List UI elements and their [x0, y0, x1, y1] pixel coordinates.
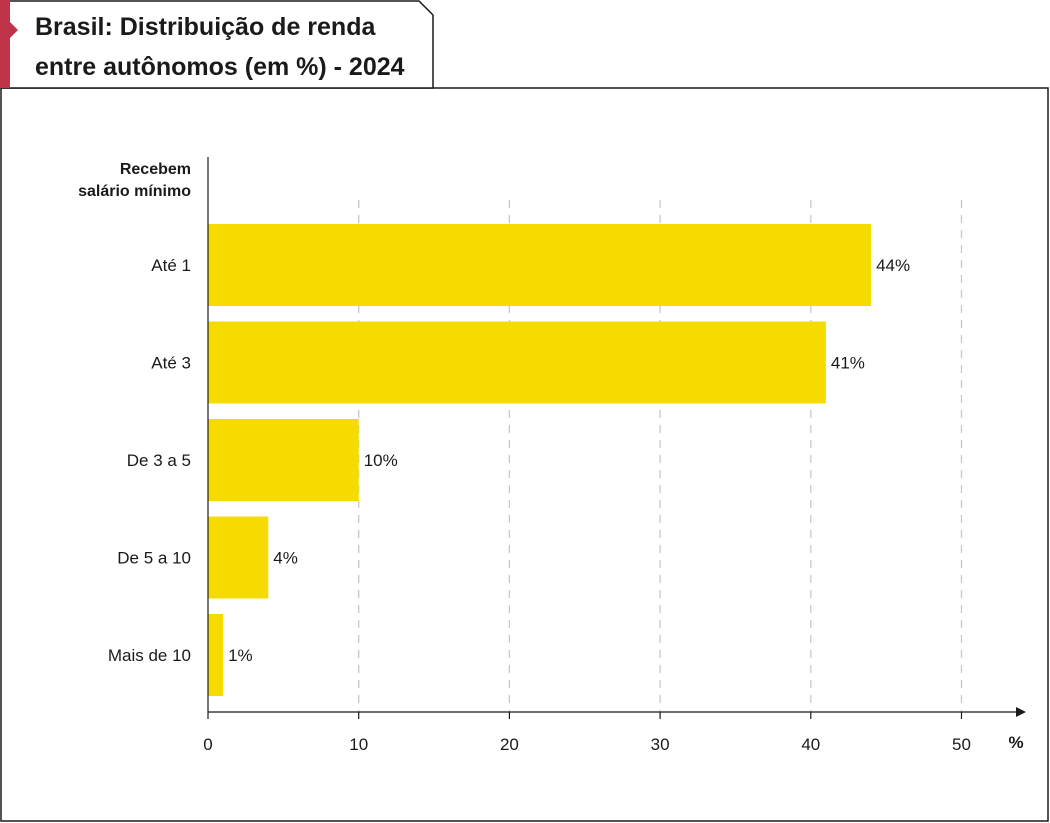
category-label: Até 1 — [151, 256, 191, 275]
bar — [208, 224, 872, 306]
x-axis-arrow — [1016, 707, 1026, 717]
x-tick-label: 10 — [349, 735, 368, 754]
title-accent-notch — [10, 22, 18, 38]
x-tick-label: 20 — [500, 735, 519, 754]
gridlines — [358, 200, 963, 712]
chart-frame — [0, 87, 1049, 822]
bars — [208, 224, 872, 696]
value-label: 1% — [228, 646, 253, 665]
bar — [208, 321, 826, 404]
category-header-line-1: Recebem — [120, 161, 191, 178]
value-label: 41% — [831, 354, 865, 373]
bar — [208, 516, 269, 599]
x-unit-label: % — [1008, 733, 1023, 752]
x-tick-label: 0 — [203, 735, 212, 754]
category-label: De 5 a 10 — [117, 549, 191, 568]
category-label: De 3 a 5 — [127, 451, 191, 470]
x-tick-labels: 0 10 20 30 40 50 — [203, 712, 971, 754]
value-label: 4% — [273, 549, 298, 568]
chart-title-line-2: entre autônomos (em %) - 2024 — [35, 53, 405, 81]
bar — [208, 419, 359, 501]
category-header-line-2: salário mínimo — [78, 183, 191, 200]
value-label: 44% — [876, 256, 910, 275]
x-tick-label: 30 — [651, 735, 670, 754]
category-label: Mais de 10 — [108, 646, 191, 665]
chart-title-line-1: Brasil: Distribuição de renda — [35, 13, 376, 41]
x-tick-label: 50 — [952, 735, 971, 754]
bar — [208, 614, 224, 696]
x-tick-label: 40 — [801, 735, 820, 754]
value-label: 10% — [364, 451, 398, 470]
category-label: Até 3 — [151, 354, 191, 373]
value-labels: 44% 41% 10% 4% 1% — [228, 256, 910, 665]
category-labels: Até 1 Até 3 De 3 a 5 De 5 a 10 Mais de 10 — [108, 256, 191, 665]
title-accent-bar — [0, 0, 10, 88]
